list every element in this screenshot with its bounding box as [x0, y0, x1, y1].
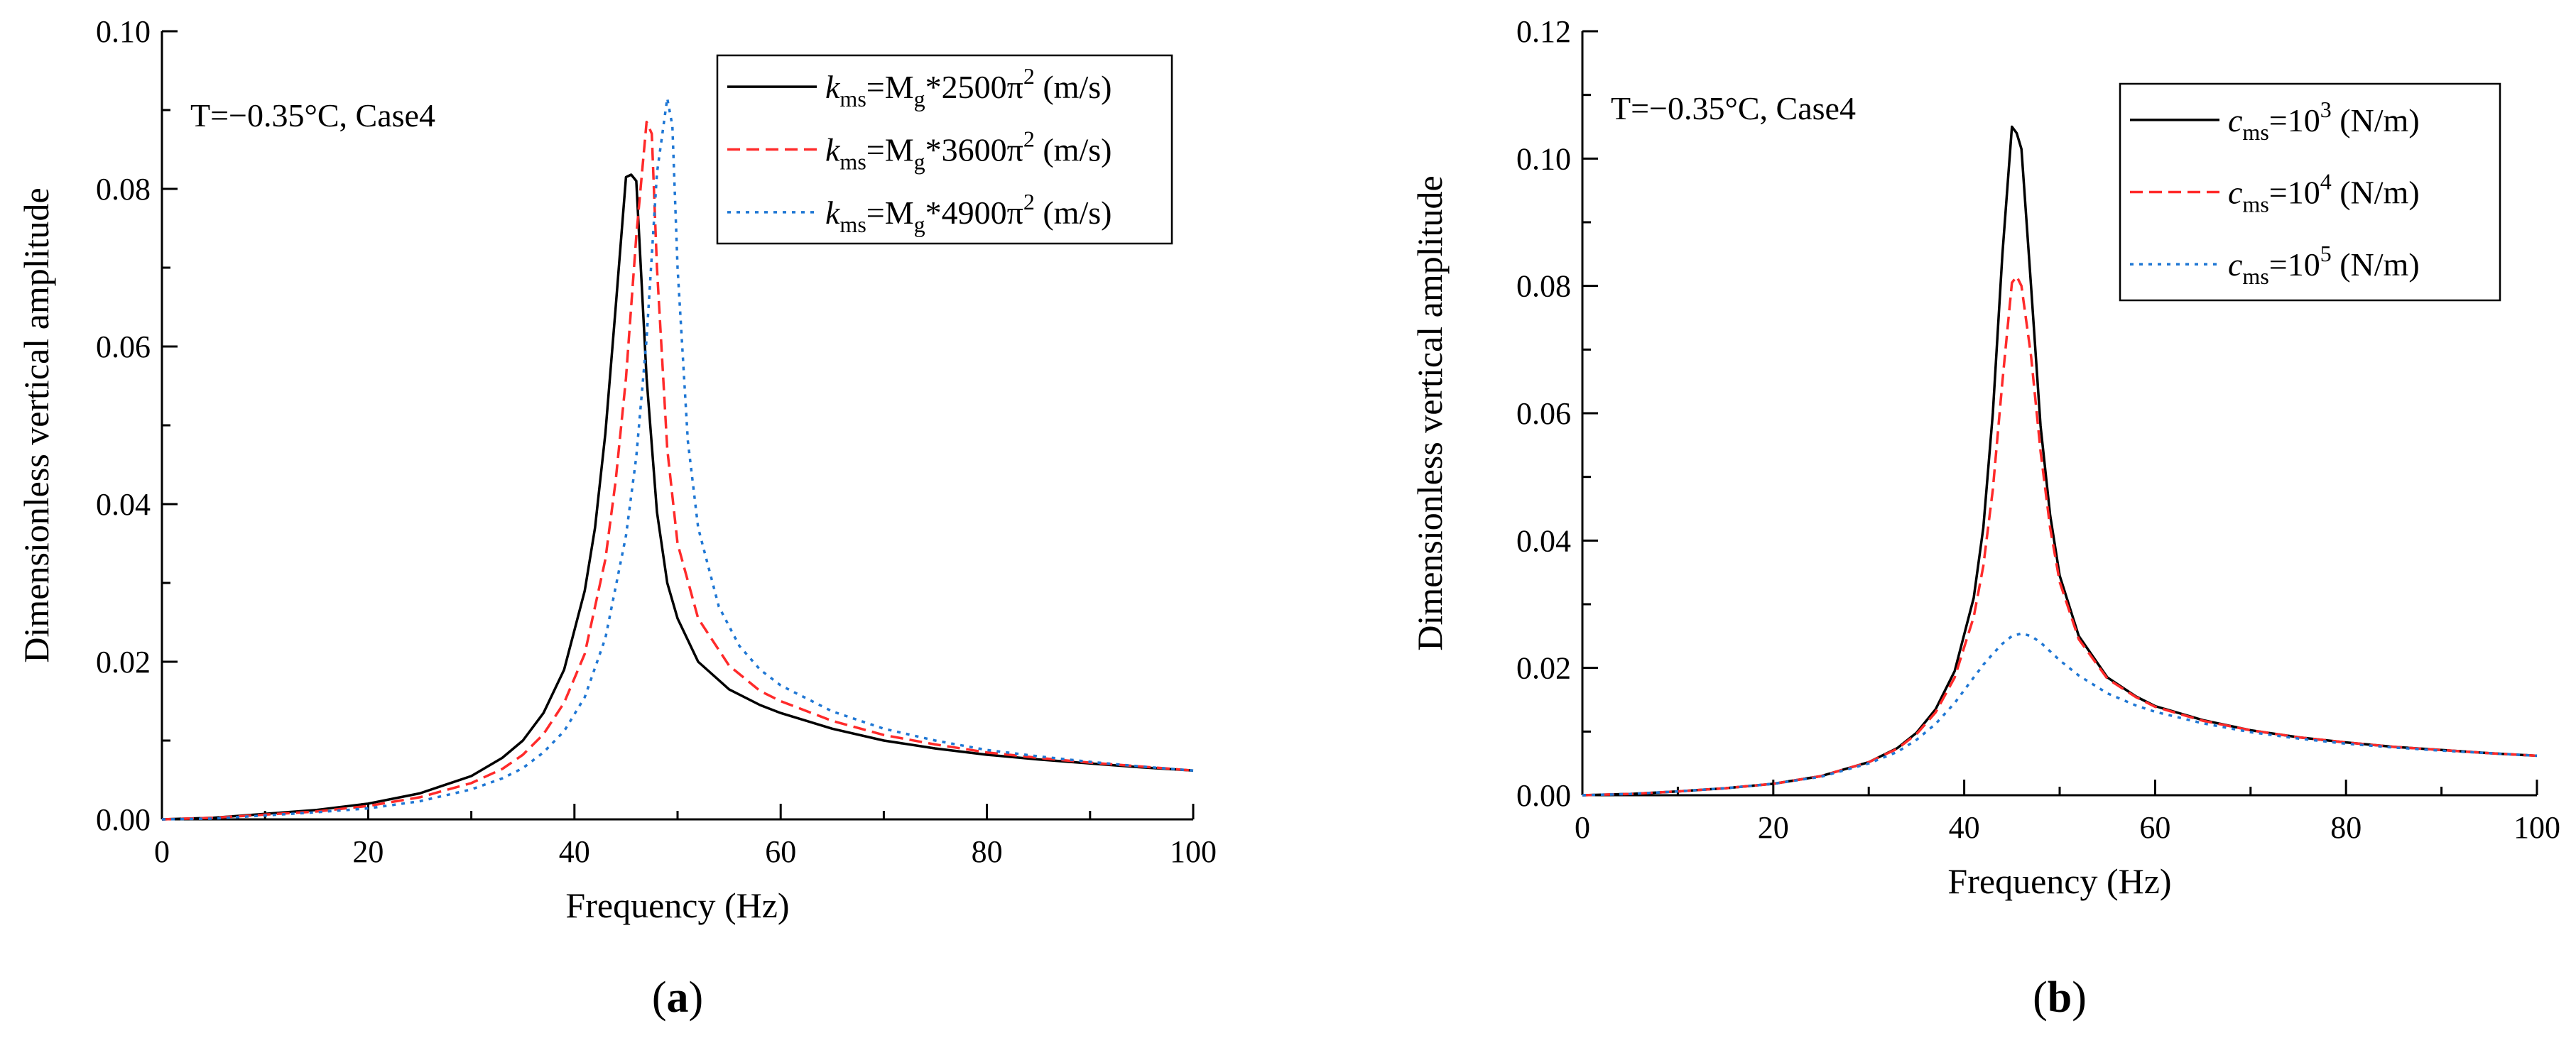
y-tick-label: 0.12: [1516, 14, 1571, 49]
legend-entry: kms=Mg*2500π2 (m/s): [825, 63, 1112, 111]
legend-entry: kms=Mg*3600π2 (m/s): [825, 126, 1112, 175]
x-tick-label: 100: [2513, 810, 2560, 845]
series-line-2: [1582, 275, 2538, 797]
x-tick-label: 20: [352, 834, 384, 869]
x-axis-title: Frequency (Hz): [1947, 861, 2171, 901]
y-tick-label: 0.00: [96, 802, 151, 837]
y-tick-label: 0.10: [96, 14, 151, 49]
x-tick-label: 0: [1575, 810, 1590, 845]
series-line-3: [1582, 632, 2538, 797]
y-tick-label: 0.06: [1516, 396, 1571, 431]
chart-panel-1: 0 20 40 60 80 100 0.00 0.02 0.04 0.06 0.08 0.10 Freq…: [16, 14, 1217, 1022]
y-tick-label: 0.02: [96, 645, 151, 679]
y-axis-title: Dimensionless vertical amplitude: [1410, 175, 1450, 650]
y-tick-label: 0.06: [96, 329, 151, 364]
legend-entry: kms=Mg*4900π2 (m/s): [825, 189, 1112, 237]
x-tick-label: 80: [2330, 810, 2362, 845]
x-tick-label: 100: [1170, 834, 1217, 869]
x-tick-label: 60: [765, 834, 796, 869]
annotation-text: T=−0.35°C, Case4: [1611, 90, 1856, 126]
legend: kms=Mg*2500π2 (m/s) kms=Mg*3600π2 (m/s) km…: [716, 54, 1173, 245]
x-tick-label: 40: [1949, 810, 1980, 845]
chart-panel-2: 0 20 40 60 80 100 0.00 0.02 0.04 0.06 0.08 0.10 0.12…: [1410, 14, 2560, 1022]
y-tick-label: 0.08: [96, 172, 151, 207]
panel-label: (a): [652, 973, 703, 1022]
y-tick-label: 0.08: [1516, 269, 1571, 304]
annotation-text: T=−0.35°C, Case4: [190, 97, 435, 133]
x-tick-label: 80: [972, 834, 1003, 869]
panel-label: (b): [2033, 973, 2087, 1022]
y-tick-label: 0.04: [1516, 523, 1571, 558]
x-tick-label: 20: [1758, 810, 1789, 845]
y-tick-label: 0.10: [1516, 141, 1571, 176]
x-tick-label: 0: [154, 834, 170, 869]
legend-entry: cms=103 (N/m): [2228, 97, 2420, 145]
y-axis-title: Dimensionless vertical amplitude: [16, 187, 56, 662]
legend-entry: cms=104 (N/m): [2228, 169, 2420, 217]
series-line-1: [1582, 125, 2538, 797]
series-line-2: [161, 120, 1194, 821]
x-tick-label: 60: [2139, 810, 2170, 845]
y-tick-label: 0.00: [1516, 778, 1571, 813]
legend-entry: cms=105 (N/m): [2228, 241, 2420, 289]
y-tick-label: 0.02: [1516, 651, 1571, 686]
x-tick-label: 40: [559, 834, 590, 869]
series-line-1: [161, 173, 1194, 821]
y-tick-label: 0.04: [96, 487, 151, 522]
x-axis-title: Frequency (Hz): [565, 885, 789, 925]
legend: cms=103 (N/m) cms=104 (N/m) cms=105 (N/m): [2119, 82, 2501, 302]
